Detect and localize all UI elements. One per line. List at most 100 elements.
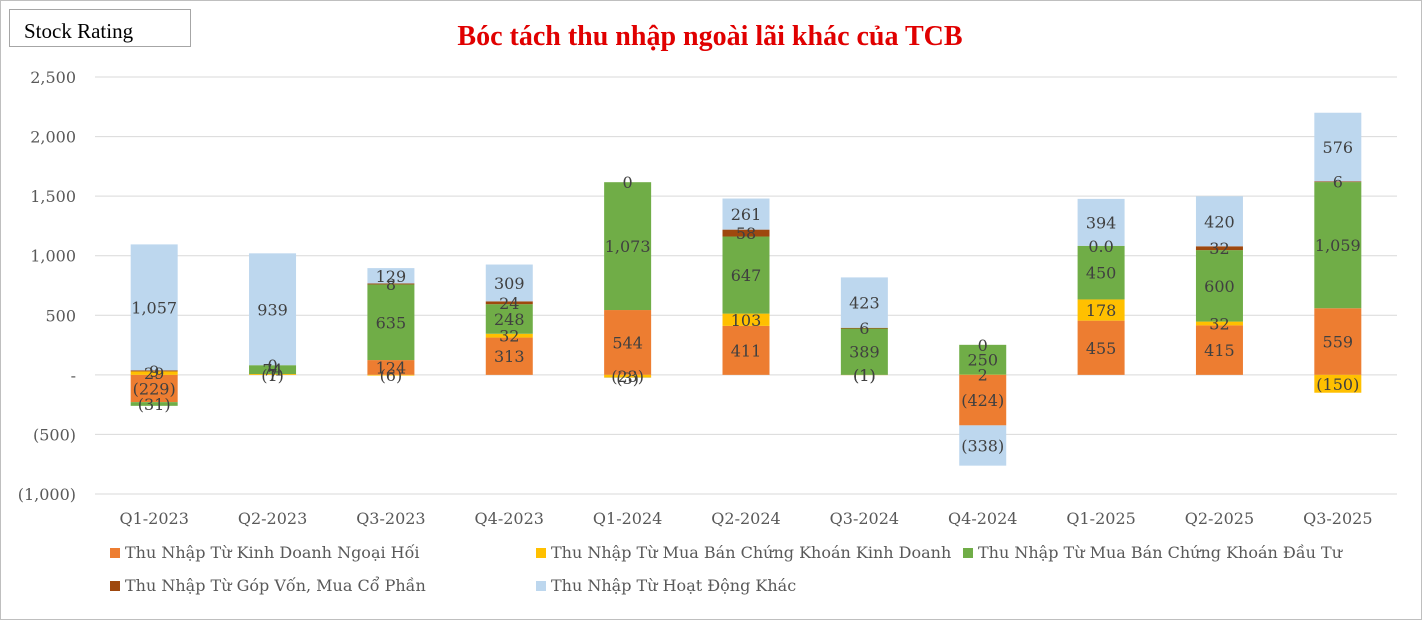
data-label: 32 [499, 327, 519, 346]
bar-segment [249, 253, 297, 366]
data-label: 600 [1204, 277, 1235, 296]
bar-segment [722, 198, 770, 230]
data-label: 544 [612, 333, 643, 352]
bar-segment [604, 182, 652, 311]
bar-segment [1314, 374, 1362, 393]
data-label: (150) [1316, 375, 1359, 394]
bar-segment [367, 374, 415, 376]
bar-segment [840, 277, 888, 328]
bar-segment [485, 264, 533, 302]
x-tick-label: Q1-2025 [1066, 509, 1135, 528]
bar-segment [959, 374, 1007, 426]
bar-segment [130, 374, 178, 403]
legend-label: Thu Nhập Từ Mua Bán Chứng Khoán Đầu Tư [978, 543, 1344, 562]
data-label: 103 [731, 311, 762, 330]
bar-segment [249, 365, 297, 375]
bar-segment [485, 333, 533, 338]
bar-segment [367, 268, 415, 284]
bar-segment [249, 374, 297, 375]
bar-segment [485, 304, 533, 334]
bar-segment [1314, 182, 1362, 309]
bar-segment [367, 360, 415, 375]
data-label: 32 [1209, 239, 1229, 258]
bar-segment [130, 244, 178, 371]
x-tick-label: Q3-2024 [830, 509, 899, 528]
data-label: 6 [1333, 173, 1343, 192]
bar-segment [1077, 245, 1125, 300]
data-label: 9 [149, 362, 159, 381]
bar-segment [722, 236, 770, 314]
bar-segment [1195, 321, 1243, 326]
legend-swatch [963, 548, 973, 558]
data-labels: (229)29(31)91,057(1)7740939124(6)6358129… [131, 138, 1360, 455]
bar-segment [130, 371, 178, 375]
bar-segment [485, 301, 533, 305]
x-tick-label: Q2-2024 [711, 509, 780, 528]
y-tick-label: (500) [33, 425, 76, 444]
y-tick-label: (1,000) [18, 485, 76, 504]
data-label: (229) [133, 379, 176, 398]
data-label: 635 [376, 313, 407, 332]
data-label: (3) [616, 369, 639, 388]
legend-swatch [110, 581, 120, 591]
data-label: (1) [853, 366, 876, 385]
bar-segment [1314, 112, 1362, 182]
data-label: 58 [736, 224, 756, 243]
x-tick-label: Q4-2023 [475, 509, 544, 528]
data-label: 0 [978, 336, 988, 355]
legend-label: Thu Nhập Từ Kinh Doanh Ngoại Hối [125, 543, 420, 562]
bar-segment [722, 325, 770, 375]
data-label: (338) [961, 437, 1004, 456]
legend-swatch [536, 548, 546, 558]
data-label: 129 [376, 267, 407, 286]
x-tick-label: Q4-2024 [948, 509, 1017, 528]
y-axis: (1,000) (500) - 500 1,000 1,500 2,000 2,500 [18, 68, 76, 504]
stock-rating-badge: Stock Rating [9, 9, 191, 47]
legend: Thu Nhập Từ Kinh Doanh Ngoại Hối Thu Nhập… [110, 543, 1344, 595]
bar-segment [959, 425, 1007, 466]
legend-label: Thu Nhập Từ Góp Vốn, Mua Cổ Phần [125, 576, 426, 595]
legend-label: Thu Nhập Từ Mua Bán Chứng Khoán Kinh Doa… [551, 543, 951, 562]
bar-segment [840, 327, 888, 329]
bar-segment [1077, 299, 1125, 321]
stock-rating-label: Stock Rating [24, 19, 134, 43]
data-label: 24 [499, 294, 519, 313]
data-label: 32 [1209, 315, 1229, 334]
bar-segment [1195, 246, 1243, 251]
x-tick-label: Q3-2025 [1303, 509, 1372, 528]
y-tick-label: 1,000 [30, 247, 76, 266]
data-label: 1,057 [131, 298, 177, 317]
data-label: 0 [623, 173, 633, 192]
bar-segment [130, 370, 178, 372]
bar-segment [367, 283, 415, 285]
chart-title: Bóc tách thu nhập ngoài lãi khác của TCB [457, 21, 962, 52]
bar-segment [130, 402, 178, 406]
data-label: 394 [1086, 213, 1117, 232]
y-tick-label: - [71, 366, 76, 385]
x-axis: Q1-2023 Q2-2023 Q3-2023 Q4-2023 Q1-2024 Q2-20… [119, 509, 1372, 528]
data-label: (31) [138, 395, 171, 414]
data-label: (23) [611, 367, 644, 386]
data-label: 389 [849, 343, 880, 362]
bar-segment [1314, 181, 1362, 183]
x-tick-label: Q2-2023 [238, 509, 307, 528]
bar-segment [1195, 250, 1243, 322]
bar-segment [1077, 320, 1125, 375]
x-tick-label: Q3-2023 [356, 509, 425, 528]
bar-segment [1195, 196, 1243, 247]
data-label: 124 [376, 358, 407, 377]
data-label: 1,059 [1315, 236, 1361, 255]
data-label: 647 [731, 266, 762, 285]
bar-segment [604, 374, 652, 378]
data-label: 420 [1204, 212, 1235, 231]
legend-swatch [110, 548, 120, 558]
data-label: 8 [386, 275, 396, 294]
data-label: 1,073 [605, 237, 651, 256]
data-label: 411 [731, 341, 762, 360]
bar-segment [840, 328, 888, 375]
data-label: 178 [1086, 301, 1117, 320]
data-label: 0 [267, 356, 277, 375]
data-label: 6 [859, 319, 869, 338]
data-label: 313 [494, 347, 525, 366]
